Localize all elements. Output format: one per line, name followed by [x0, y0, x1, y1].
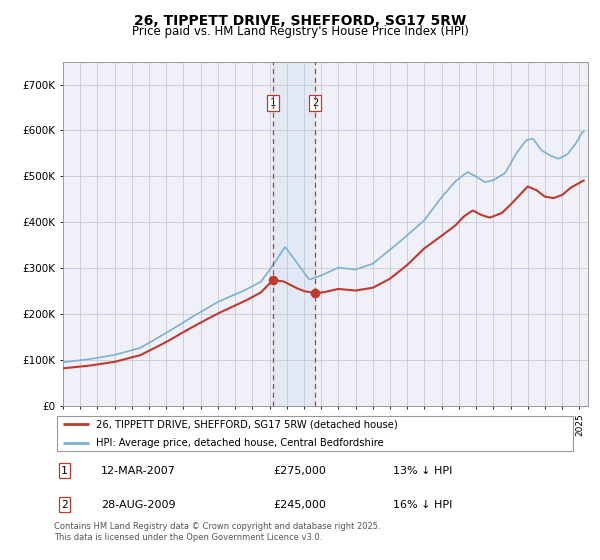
Text: 12-MAR-2007: 12-MAR-2007 [101, 466, 176, 476]
FancyBboxPatch shape [56, 416, 574, 451]
Text: Price paid vs. HM Land Registry's House Price Index (HPI): Price paid vs. HM Land Registry's House … [131, 25, 469, 38]
Text: 26, TIPPETT DRIVE, SHEFFORD, SG17 5RW (detached house): 26, TIPPETT DRIVE, SHEFFORD, SG17 5RW (d… [96, 419, 398, 430]
Text: 2: 2 [61, 500, 68, 510]
Text: 28-AUG-2009: 28-AUG-2009 [101, 500, 176, 510]
Text: 26, TIPPETT DRIVE, SHEFFORD, SG17 5RW: 26, TIPPETT DRIVE, SHEFFORD, SG17 5RW [134, 14, 466, 28]
Text: 13% ↓ HPI: 13% ↓ HPI [394, 466, 452, 476]
Text: 16% ↓ HPI: 16% ↓ HPI [394, 500, 452, 510]
Point [310, 289, 320, 298]
Text: 1: 1 [61, 466, 68, 476]
Text: HPI: Average price, detached house, Central Bedfordshire: HPI: Average price, detached house, Cent… [96, 437, 383, 447]
Text: 1: 1 [270, 98, 276, 108]
Text: 2: 2 [312, 98, 318, 108]
Text: Contains HM Land Registry data © Crown copyright and database right 2025.: Contains HM Land Registry data © Crown c… [54, 522, 380, 531]
Bar [273, 62, 315, 406]
Text: £275,000: £275,000 [273, 466, 326, 476]
Point [268, 275, 278, 284]
Text: This data is licensed under the Open Government Licence v3.0.: This data is licensed under the Open Gov… [54, 533, 322, 542]
Text: £245,000: £245,000 [273, 500, 326, 510]
